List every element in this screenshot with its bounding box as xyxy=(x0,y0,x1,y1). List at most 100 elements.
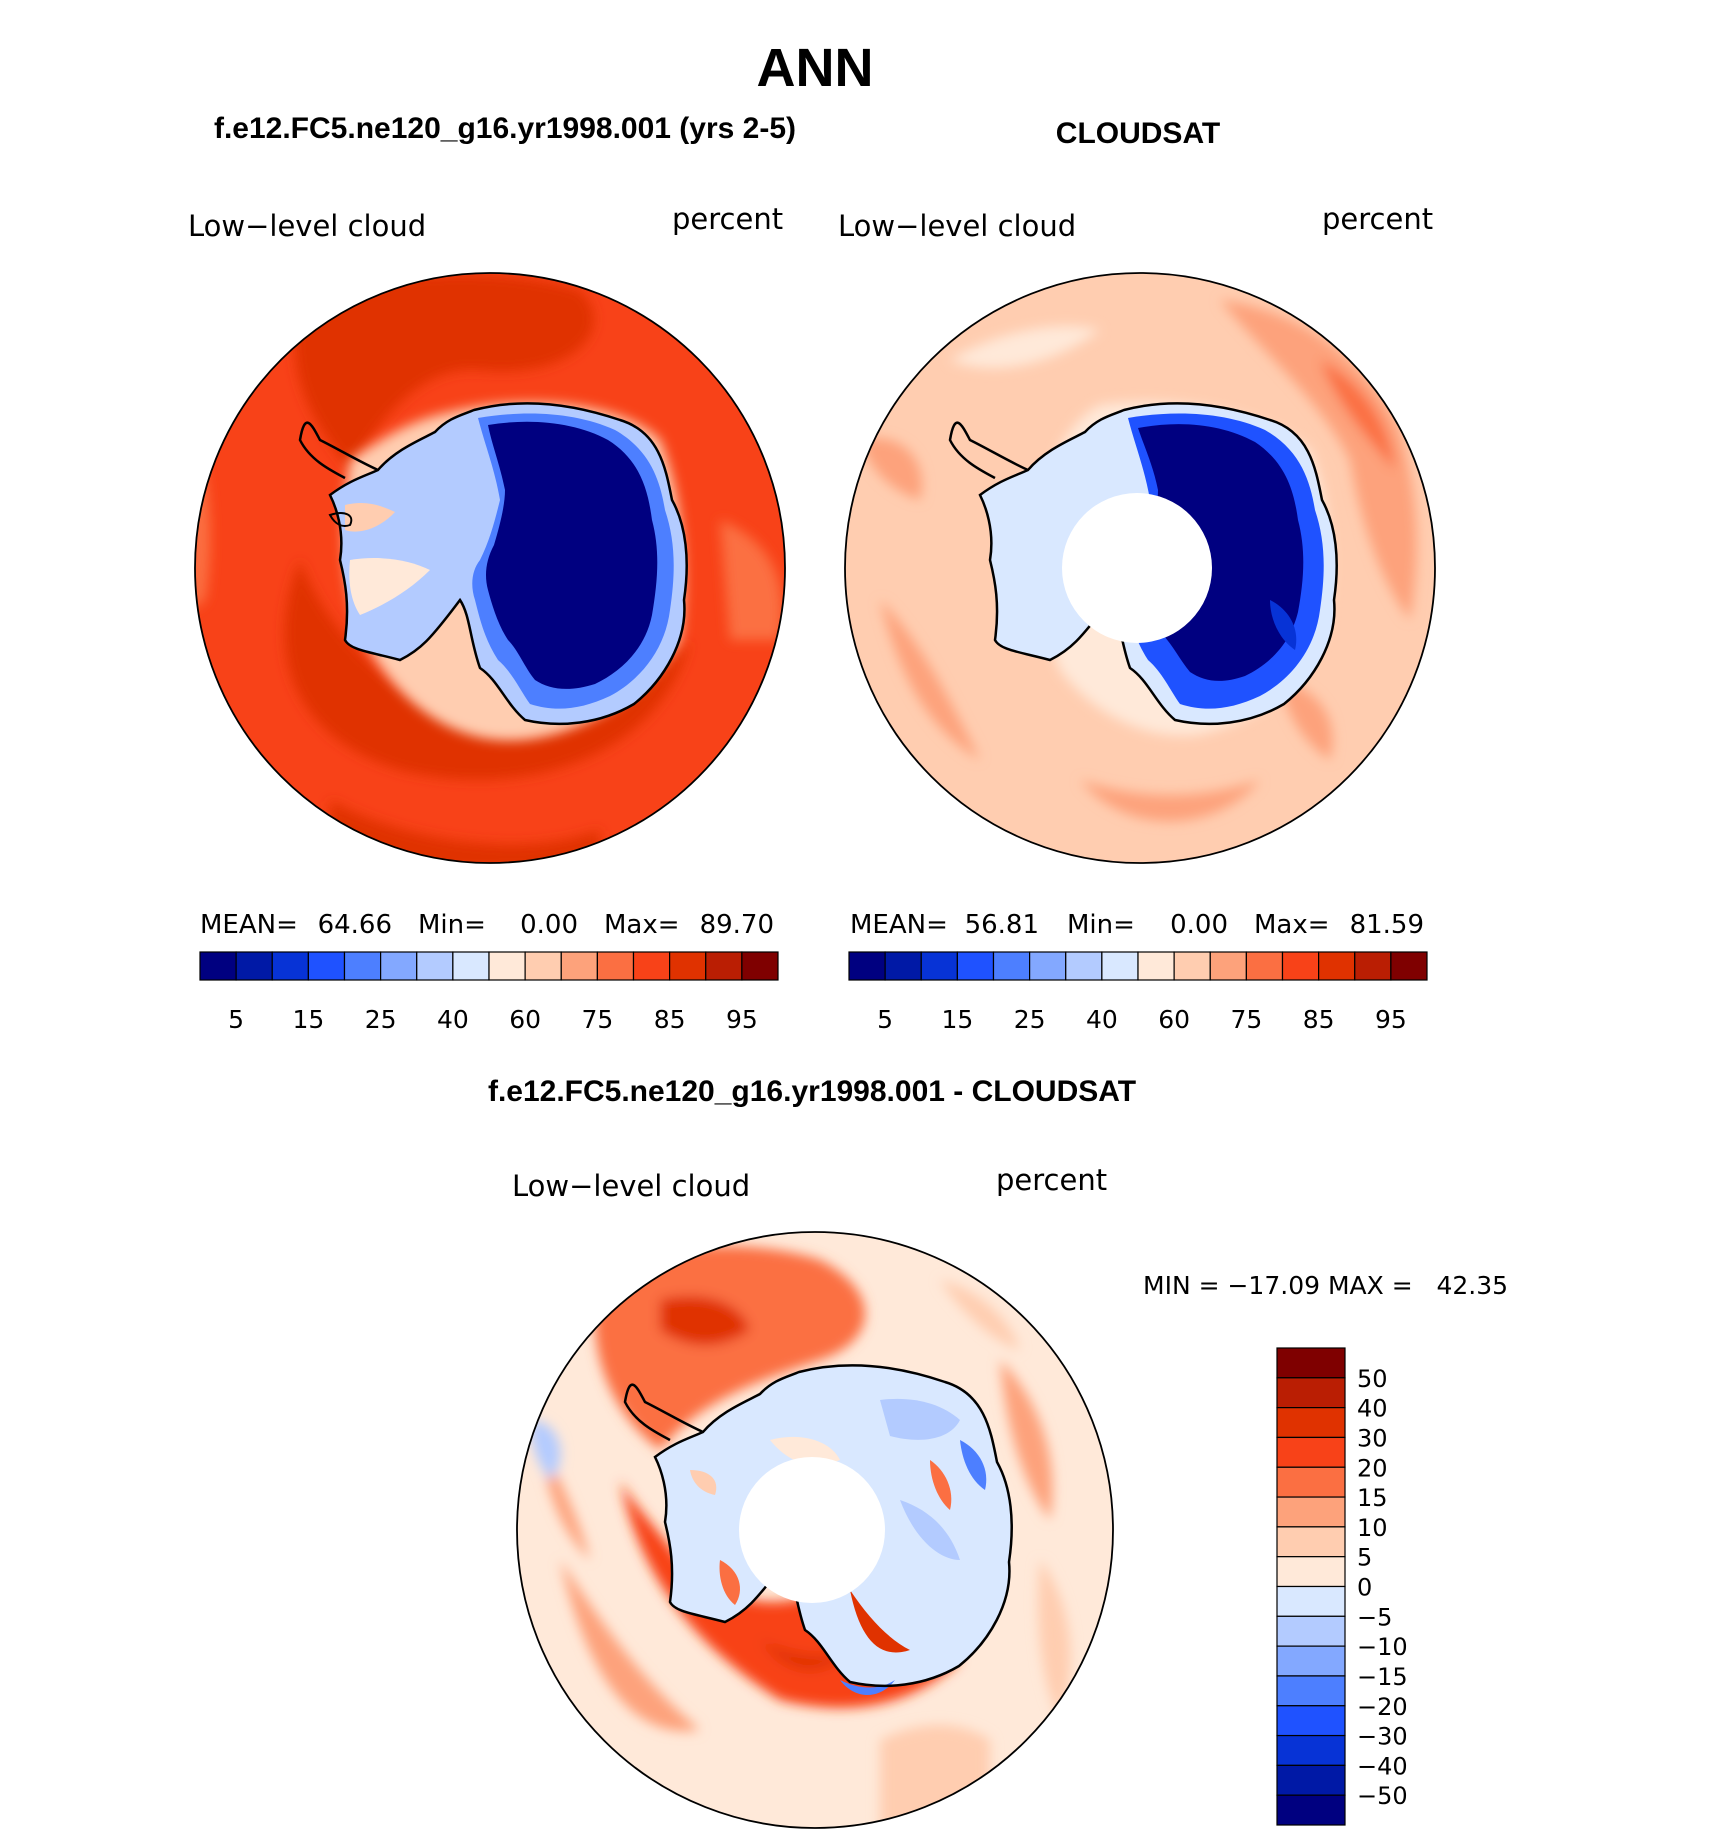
colorbar-swatch xyxy=(1276,1496,1346,1528)
colorbar-swatch xyxy=(1276,1526,1346,1558)
colorbar-tick-label: 15 xyxy=(1357,1484,1388,1512)
colorbar-swatch xyxy=(1173,951,1211,981)
colorbar-tick-label: 95 xyxy=(1375,1005,1407,1034)
colorbar-tick-label: −15 xyxy=(1357,1663,1408,1691)
panel-obs-variable-label: Low−level cloud xyxy=(838,209,1076,243)
colorbar-tick-label: 60 xyxy=(1158,1005,1190,1034)
colorbar-swatch xyxy=(1276,1407,1346,1439)
min-label: Min= xyxy=(1067,910,1135,940)
colorbar-tick-label: 50 xyxy=(1357,1365,1388,1393)
colorbar-swatch xyxy=(1276,1347,1346,1379)
min-value: 0.00 xyxy=(520,910,578,940)
colorbar-swatch xyxy=(1276,1645,1346,1677)
panel-obs-title: CLOUDSAT xyxy=(1056,117,1220,150)
colorbar-model: 5 15 25 40 60 75 85 95 xyxy=(199,951,779,1034)
colorbar-swatch xyxy=(1029,951,1067,981)
max-value: 89.70 xyxy=(700,910,774,940)
diff-variable-label: Low−level cloud xyxy=(512,1169,750,1203)
colorbar-tick-label: −50 xyxy=(1357,1782,1408,1810)
colorbar-tick-label: −30 xyxy=(1357,1723,1408,1751)
colorbar-swatch xyxy=(1137,951,1175,981)
colorbar-swatch xyxy=(1276,1615,1346,1647)
colorbar-tick-label: 25 xyxy=(1014,1005,1046,1034)
colorbar-swatch xyxy=(271,951,309,981)
colorbar-swatch xyxy=(1276,1585,1346,1617)
colorbar-swatch xyxy=(1276,1794,1346,1826)
colorbar-swatch xyxy=(992,951,1031,981)
diff-units-label: percent xyxy=(996,1163,1107,1197)
colorbar-tick-label: 40 xyxy=(1357,1395,1388,1423)
colorbar-swatch xyxy=(1276,1436,1346,1468)
diff-minmax-text: MIN = −17.09 MAX = 42.35 xyxy=(1143,1271,1508,1300)
colorbar-tick-label: 10 xyxy=(1357,1514,1388,1542)
colorbar-tick-label: 95 xyxy=(726,1005,758,1034)
panel-model-variable-label: Low−level cloud xyxy=(188,209,426,243)
colorbar-swatch xyxy=(235,951,273,981)
max-value: 81.59 xyxy=(1350,910,1424,940)
colorbar-swatch xyxy=(452,951,490,981)
colorbar-tick-label: 5 xyxy=(1357,1544,1372,1572)
colorbar-tick-label: 30 xyxy=(1357,1424,1388,1452)
colorbar-swatch xyxy=(488,951,526,981)
colorbar-tick-label: 15 xyxy=(941,1005,973,1034)
map-difference xyxy=(516,1231,1114,1829)
colorbar-swatch xyxy=(1276,1466,1346,1498)
min-label: Min= xyxy=(418,910,486,940)
colorbar-tick-label: 85 xyxy=(654,1005,686,1034)
colorbar-swatch xyxy=(884,951,922,981)
colorbar-swatch xyxy=(596,951,635,981)
colorbar-swatch xyxy=(1276,1377,1346,1409)
colorbar-swatch xyxy=(1065,951,1103,981)
mean-value: 64.66 xyxy=(318,910,392,940)
colorbar-tick-label: 5 xyxy=(877,1005,893,1034)
stats-model: MEAN= 64.66 Min= 0.00 Max= 89.70 xyxy=(200,910,774,940)
colorbar-swatch xyxy=(1281,951,1320,981)
colorbar-swatch xyxy=(1354,951,1392,981)
colorbar-swatch xyxy=(1318,951,1356,981)
colorbar-tick-label: 15 xyxy=(292,1005,324,1034)
colorbar-tick-label: 25 xyxy=(365,1005,397,1034)
colorbar-tick-label: −5 xyxy=(1357,1603,1392,1631)
colorbar-swatch xyxy=(380,951,418,981)
mean-value: 56.81 xyxy=(965,910,1039,940)
colorbar-swatch xyxy=(1276,1705,1346,1737)
colorbar-swatch xyxy=(560,951,598,981)
colorbar-tick-label: −40 xyxy=(1357,1752,1408,1780)
colorbar-swatch xyxy=(1390,951,1428,981)
season-title: ANN xyxy=(757,38,874,98)
panel-model-title: f.e12.FC5.ne120_g16.yr1998.001 (yrs 2-5) xyxy=(214,112,796,145)
colorbar-swatch xyxy=(307,951,346,981)
colorbar-tick-label: −20 xyxy=(1357,1693,1408,1721)
colorbar-swatch xyxy=(920,951,958,981)
colorbar-tick-label: 5 xyxy=(228,1005,244,1034)
stats-obs: MEAN= 56.81 Min= 0.00 Max= 81.59 xyxy=(850,910,1424,940)
max-label: Max= xyxy=(604,910,680,940)
mean-label: MEAN= xyxy=(200,910,298,940)
colorbar-tick-label: 40 xyxy=(437,1005,469,1034)
colorbar-swatch xyxy=(632,951,671,981)
map-obs xyxy=(844,272,1436,864)
colorbar-swatch xyxy=(199,951,237,981)
colorbar-swatch xyxy=(416,951,454,981)
colorbar-tick-label: 85 xyxy=(1303,1005,1335,1034)
colorbar-swatch xyxy=(1276,1734,1346,1766)
colorbar-swatch xyxy=(705,951,743,981)
colorbar-swatch xyxy=(1209,951,1247,981)
max-label: Max= xyxy=(1254,910,1330,940)
panel-model-units-label: percent xyxy=(672,202,783,236)
colorbar-swatch xyxy=(1276,1556,1346,1588)
colorbar-tick-label: 40 xyxy=(1086,1005,1118,1034)
colorbar-swatch xyxy=(1276,1764,1346,1796)
colorbar-swatch xyxy=(1245,951,1284,981)
colorbar-swatch xyxy=(848,951,886,981)
colorbar-tick-label: 75 xyxy=(581,1005,613,1034)
colorbar-tick-label: 0 xyxy=(1357,1574,1372,1602)
min-value: 0.00 xyxy=(1170,910,1228,940)
colorbar-swatch xyxy=(669,951,707,981)
colorbar-tick-label: −10 xyxy=(1357,1633,1408,1661)
panel-obs-units-label: percent xyxy=(1322,202,1433,236)
colorbar-swatch xyxy=(741,951,779,981)
colorbar-tick-label: 75 xyxy=(1230,1005,1262,1034)
